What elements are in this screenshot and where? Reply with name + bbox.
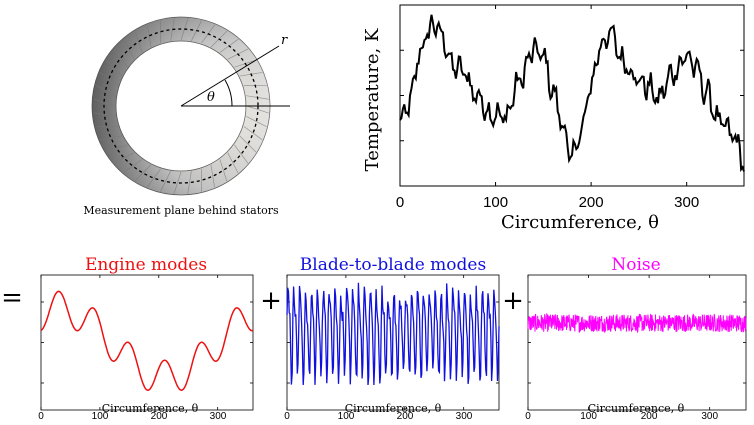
stator-vane: [105, 59, 123, 77]
main-xlabel: Circumference, θ: [501, 212, 659, 233]
engine-modes-plot: Engine modes 0 100 200 300 Circumference…: [38, 255, 254, 422]
stator-vane: [134, 30, 143, 53]
main-xtick-300: 300: [674, 194, 699, 211]
noise-ticks: [527, 275, 746, 410]
engine-xtick-200: 200: [151, 411, 168, 422]
stator-vane: [210, 164, 215, 188]
blade-xtick-200: 200: [397, 411, 414, 422]
stator-vane: [180, 18, 189, 41]
stator-vane: [170, 18, 175, 41]
plus-sign-2: +: [502, 286, 524, 316]
stator-vane: [113, 48, 128, 68]
stator-vane: [243, 126, 263, 141]
angle-label: θ: [207, 90, 215, 105]
blade-xtick-0: 0: [284, 411, 290, 422]
blade-title: Blade-to-blade modes: [300, 255, 486, 275]
equals-sign: =: [1, 283, 23, 313]
stator-vane: [105, 144, 128, 153]
main-plot-frame: [399, 4, 745, 187]
noise-xlabel: Circumference, θ: [588, 402, 685, 415]
main-ylabel: Temperature, K: [362, 28, 383, 171]
plus-sign-1: +: [260, 286, 282, 316]
blade-modes-plot: Blade-to-blade modes 0 100 200 300 Circu…: [284, 255, 500, 422]
stator-vane: [160, 171, 171, 192]
noise-xtick-0: 0: [525, 411, 531, 422]
stator-vane: [93, 98, 116, 107]
stator-vane: [239, 135, 257, 153]
main-xtick-100: 100: [483, 194, 508, 211]
noise-xtick-300: 300: [701, 411, 718, 422]
blade-series-line: [286, 282, 500, 386]
stator-vane: [219, 159, 228, 182]
stator-vane: [201, 24, 216, 44]
engine-xtick-100: 100: [92, 411, 109, 422]
noise-series-line: [527, 312, 747, 334]
engine-series-line: [40, 290, 254, 391]
noise-xtick-100: 100: [580, 411, 597, 422]
main-plot-ticks: [399, 5, 744, 186]
noise-frame: [527, 274, 747, 411]
noise-title: Noise: [611, 255, 660, 275]
stator-vane: [246, 116, 267, 127]
stator-vane: [173, 171, 182, 194]
stator-vanes: [93, 18, 269, 194]
stator-vane: [246, 105, 269, 114]
noise-xtick-200: 200: [641, 411, 658, 422]
ring-caption: Measurement plane behind stators: [83, 204, 279, 217]
engine-xtick-300: 300: [210, 411, 227, 422]
temperature-plot: 0 100 200 300 Circumference, θ Temperatu…: [362, 4, 745, 233]
stator-vane: [95, 85, 116, 96]
radius-line: [180, 45, 280, 107]
blade-xlabel: Circumference, θ: [345, 402, 442, 415]
stator-vane: [99, 135, 123, 140]
temperature-series-line: [399, 14, 745, 173]
stator-vane: [123, 38, 135, 60]
engine-ticks: [40, 275, 253, 410]
engine-title: Engine modes: [85, 255, 207, 275]
radius-label: r: [281, 33, 288, 48]
stator-vane: [93, 112, 116, 117]
engine-xtick-0: 0: [38, 411, 44, 422]
stator-vane: [227, 152, 239, 174]
stator-vane: [134, 164, 152, 182]
angle-arc: [224, 79, 233, 107]
main-xtick-0: 0: [396, 194, 404, 211]
stator-vane: [147, 24, 152, 48]
stator-ring-illustration: r θ Measurement plane behind stators: [83, 16, 290, 217]
stator-vane: [113, 152, 135, 164]
blade-xtick-300: 300: [456, 411, 473, 422]
noise-plot: Noise 0 100 200 300 Circumference, θ: [525, 255, 747, 422]
main-xtick-200: 200: [579, 194, 604, 211]
engine-xlabel: Circumference, θ: [102, 402, 199, 415]
stator-vane: [191, 20, 202, 41]
stator-vane: [187, 171, 192, 194]
stator-vane: [146, 168, 161, 188]
stator-vane: [123, 159, 143, 174]
stator-vane: [234, 144, 249, 164]
stator-vane: [99, 71, 119, 86]
blade-xtick-100: 100: [338, 411, 355, 422]
